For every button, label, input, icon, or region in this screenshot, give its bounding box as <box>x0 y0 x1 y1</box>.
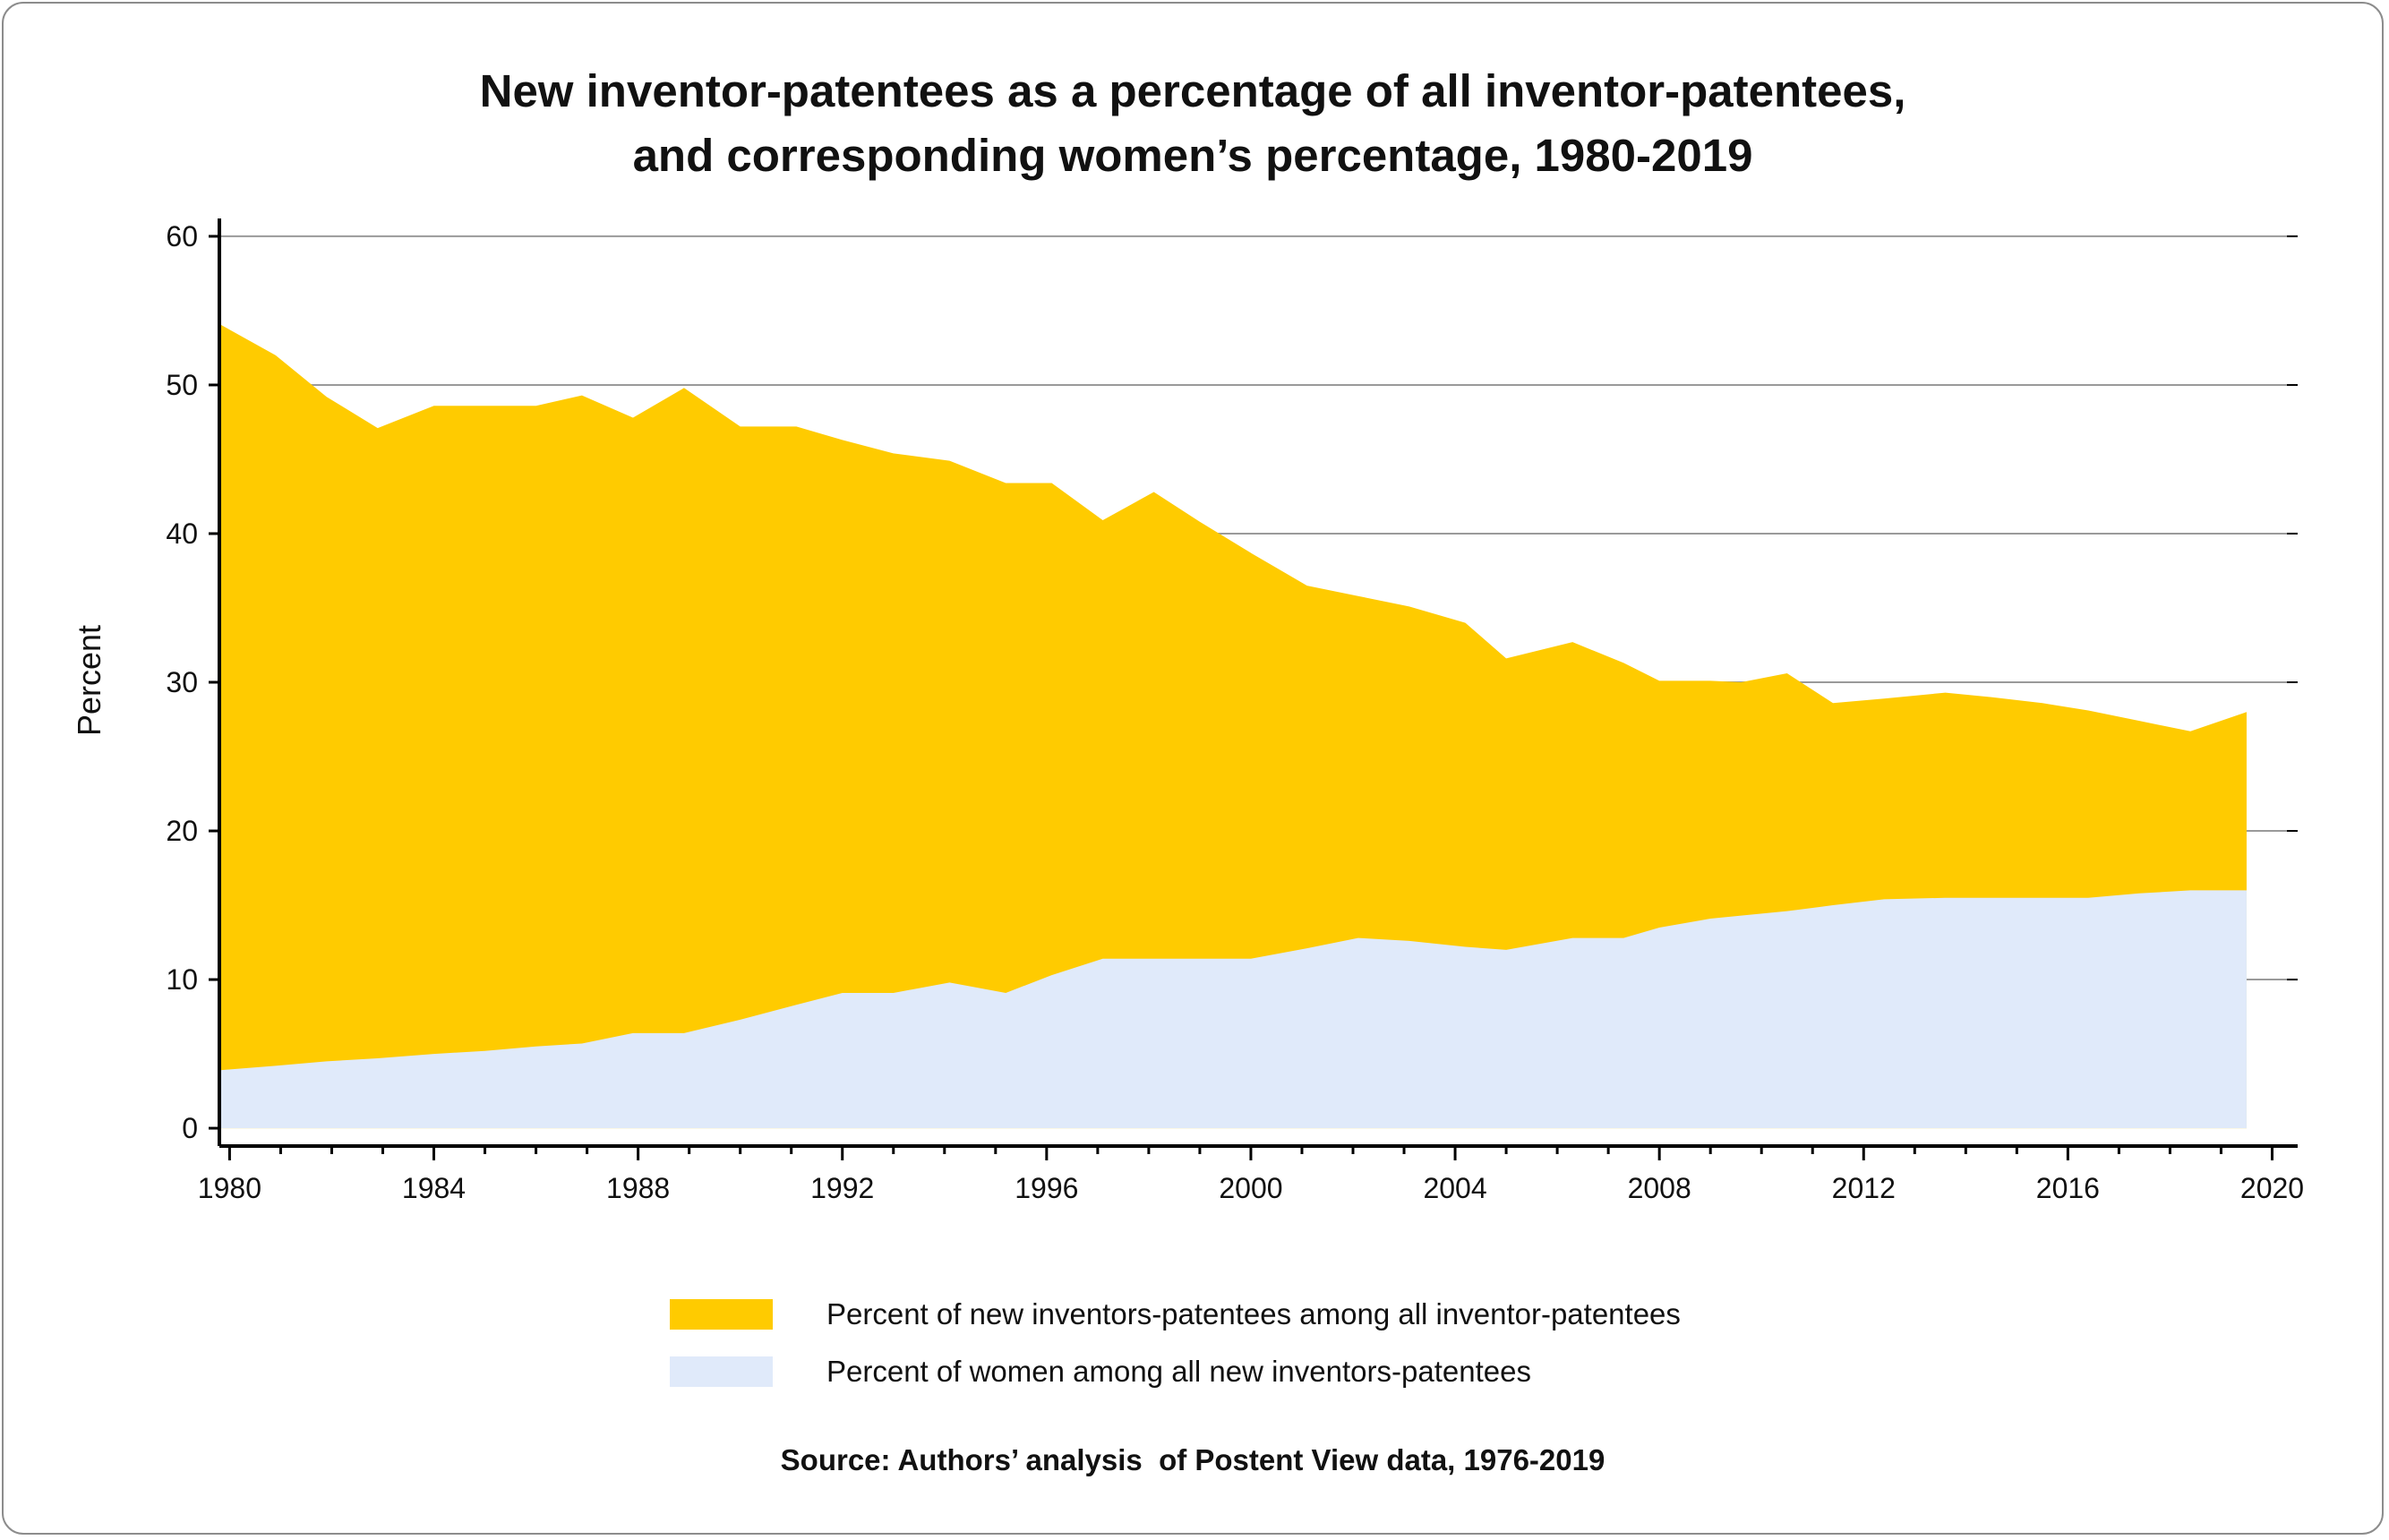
area-series-2 <box>219 890 2247 1129</box>
x-axis-ticks: 1980 1984 1988 1992 1996 2000 2004 2008 2012 2016… <box>198 1146 2304 1204</box>
y-tick-label-50: 50 <box>166 369 198 401</box>
chart-title-line-1: New inventor-patentees as a percentage o… <box>479 65 1906 116</box>
y-tick-label-0: 0 <box>182 1112 198 1144</box>
x-tick-label-2016: 2016 <box>2036 1172 2100 1204</box>
area-series <box>219 323 2247 1129</box>
y-tick-label-10: 10 <box>166 963 198 996</box>
chart-title-line-2: and corresponding women’s percentage, 19… <box>632 130 1753 181</box>
y-tick-label-40: 40 <box>166 518 198 550</box>
x-tick-label-1996: 1996 <box>1015 1172 1078 1204</box>
legend-label-women: Percent of women among all new inventors… <box>826 1355 1531 1388</box>
x-tick-label-1984: 1984 <box>402 1172 466 1204</box>
area-chart: 0 10 20 30 40 50 60 1980 1984 1988 1992 1996 2000 20… <box>71 218 2304 1204</box>
legend-item-women: Percent of women among all new inventors… <box>670 1343 1681 1400</box>
x-tick-label-2000: 2000 <box>1219 1172 1282 1204</box>
x-tick-label-1980: 1980 <box>198 1172 261 1204</box>
source-note: Source: Authors’ analysis of Postent Vie… <box>780 1443 1606 1476</box>
y-axis-label: Percent <box>71 625 107 736</box>
y-tick-label-20: 20 <box>166 815 198 847</box>
x-tick-label-1988: 1988 <box>606 1172 670 1204</box>
x-tick-label-2012: 2012 <box>1832 1172 1896 1204</box>
legend: Percent of new inventors-patentees among… <box>670 1286 1681 1400</box>
x-tick-label-2020: 2020 <box>2240 1172 2304 1204</box>
x-tick-label-2004: 2004 <box>1423 1172 1486 1204</box>
y-axis-ticks: 0 10 20 30 40 50 60 <box>166 220 2298 1144</box>
legend-label-new-inventors: Percent of new inventors-patentees among… <box>826 1297 1681 1330</box>
legend-swatch-women <box>670 1356 773 1387</box>
legend-item-new-inventors: Percent of new inventors-patentees among… <box>670 1286 1681 1343</box>
y-tick-label-60: 60 <box>166 220 198 252</box>
chart-title: New inventor-patentees as a percentage o… <box>0 59 2385 188</box>
x-tick-label-1992: 1992 <box>810 1172 874 1204</box>
legend-swatch-new-inventors <box>670 1299 773 1330</box>
y-tick-label-30: 30 <box>166 666 198 698</box>
x-tick-label-2008: 2008 <box>1628 1172 1691 1204</box>
